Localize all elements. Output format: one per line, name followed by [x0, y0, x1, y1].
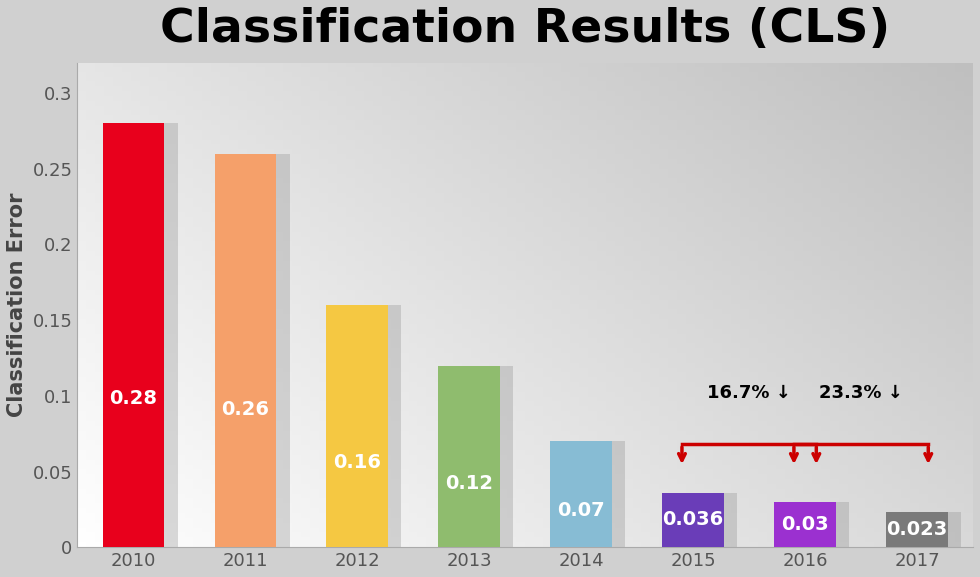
- Bar: [676, 493, 737, 547]
- Text: 0.036: 0.036: [662, 511, 724, 530]
- Bar: [774, 502, 836, 547]
- Bar: [340, 305, 402, 547]
- Bar: [438, 366, 500, 547]
- Text: 23.3% ↓: 23.3% ↓: [819, 384, 903, 402]
- Text: 0.28: 0.28: [110, 389, 158, 409]
- Text: 0.26: 0.26: [221, 400, 270, 419]
- Bar: [228, 153, 289, 547]
- Bar: [564, 441, 625, 547]
- Text: 0.03: 0.03: [781, 515, 829, 534]
- Text: 0.07: 0.07: [558, 501, 605, 520]
- Bar: [215, 153, 276, 547]
- Bar: [452, 366, 514, 547]
- Bar: [662, 493, 724, 547]
- Bar: [116, 123, 177, 547]
- Text: 16.7% ↓: 16.7% ↓: [708, 384, 791, 402]
- Bar: [788, 502, 850, 547]
- Bar: [551, 441, 612, 547]
- Title: Classification Results (CLS): Classification Results (CLS): [160, 7, 890, 52]
- Bar: [103, 123, 164, 547]
- Bar: [886, 512, 948, 547]
- Text: 0.16: 0.16: [333, 453, 381, 472]
- Y-axis label: Classification Error: Classification Error: [7, 193, 26, 417]
- Text: 0.12: 0.12: [445, 474, 493, 493]
- Bar: [900, 512, 961, 547]
- Bar: [326, 305, 388, 547]
- Text: 0.023: 0.023: [887, 520, 948, 539]
